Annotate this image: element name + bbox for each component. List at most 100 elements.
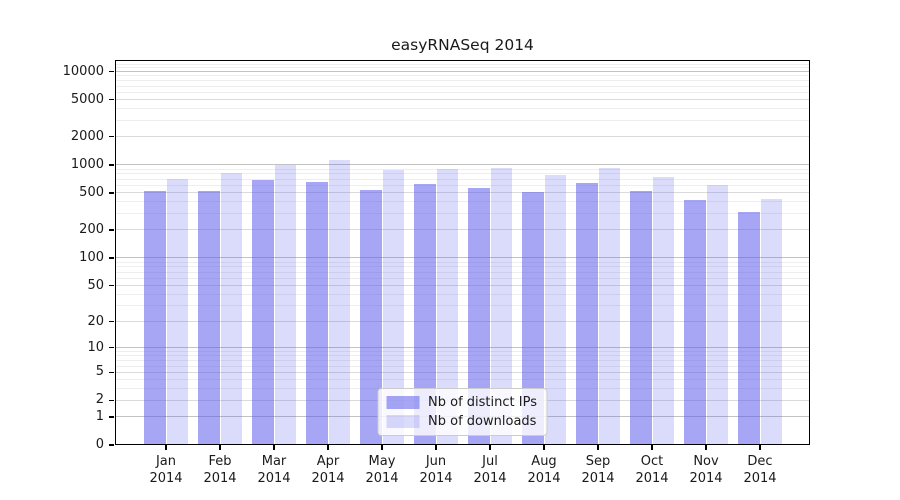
y-tick-mark <box>109 371 114 374</box>
y-tick-label: 50 <box>87 277 104 293</box>
y-gridline <box>115 63 810 65</box>
bar-distinct-ips <box>576 183 598 445</box>
x-tick-mark <box>435 445 437 450</box>
y-gridline <box>115 305 810 307</box>
y-gridline <box>115 365 810 367</box>
bar-distinct-ips <box>684 200 706 445</box>
y-tick-label: 0 <box>95 437 104 452</box>
y-gridline <box>115 168 810 170</box>
y-gridline <box>115 119 810 121</box>
legend-item-downloads: Nb of downloads <box>386 414 537 429</box>
legend-label-distinct-ips: Nb of distinct IPs <box>428 395 537 410</box>
x-tick-label: Dec 2014 <box>743 454 777 486</box>
y-gridline <box>115 136 810 138</box>
y-tick-label: 200 <box>79 221 104 237</box>
bar-distinct-ips <box>144 191 166 445</box>
y-tick-label: 2000 <box>70 128 104 144</box>
bar-distinct-ips <box>468 187 490 445</box>
bar-distinct-ips <box>522 192 544 445</box>
y-gridline <box>115 185 810 187</box>
x-tick-label: Nov 2014 <box>689 454 723 486</box>
y-tick-mark <box>109 399 114 402</box>
bar-distinct-ips <box>414 184 436 445</box>
y-gridline <box>115 164 810 166</box>
y-gridline <box>115 108 810 110</box>
y-tick-label: 100 <box>79 249 104 265</box>
x-tick-label: Feb 2014 <box>203 454 237 486</box>
y-tick-label: 10 <box>87 339 104 355</box>
x-tick-label: Jan 2014 <box>149 454 183 486</box>
y-gridline <box>115 99 810 101</box>
bar-downloads <box>652 177 674 445</box>
y-tick-mark <box>109 229 114 231</box>
x-tick-label: Apr 2014 <box>311 454 345 486</box>
y-tick-mark <box>109 164 114 166</box>
y-tick-mark <box>109 192 114 194</box>
x-tick-mark <box>705 445 707 450</box>
y-tick-mark <box>109 347 114 349</box>
bar-downloads <box>706 185 728 445</box>
y-gridline <box>115 257 810 259</box>
bar-downloads <box>166 178 188 445</box>
x-tick-mark <box>543 445 545 450</box>
bar-downloads <box>598 168 620 445</box>
y-gridline <box>115 360 810 362</box>
y-gridline <box>115 67 810 69</box>
bar-distinct-ips <box>252 179 274 445</box>
y-gridline <box>115 75 810 77</box>
y-tick-mark <box>109 136 114 138</box>
bar-distinct-ips <box>738 211 760 445</box>
bar-distinct-ips <box>360 189 382 445</box>
chart-title: easyRNASeq 2014 <box>391 36 534 54</box>
x-tick-mark <box>381 445 383 450</box>
plot-area: Nb of distinct IPs Nb of downloads <box>115 60 810 445</box>
x-tick-mark <box>165 445 167 450</box>
bar-distinct-ips <box>198 191 220 445</box>
x-tick-label: Mar 2014 <box>257 454 291 486</box>
bar-downloads <box>328 159 350 445</box>
y-gridline <box>115 229 810 231</box>
y-gridline <box>115 201 810 203</box>
bar-distinct-ips <box>306 182 328 445</box>
y-tick-label: 2 <box>95 392 104 408</box>
y-tick-mark <box>109 257 114 259</box>
y-gridline <box>115 85 810 87</box>
y-tick-mark <box>109 320 114 323</box>
y-tick-label: 1 <box>95 408 104 424</box>
y-gridline <box>115 80 810 82</box>
x-tick-mark <box>759 445 761 450</box>
y-gridline <box>115 60 810 62</box>
y-tick-label: 10000 <box>62 63 104 79</box>
legend-swatch-downloads <box>386 415 420 428</box>
bar-downloads <box>220 173 242 445</box>
y-gridline <box>115 271 810 273</box>
y-tick-label: 5000 <box>70 91 104 107</box>
y-tick-mark <box>109 98 114 101</box>
x-tick-label: May 2014 <box>365 454 399 486</box>
y-tick-label: 1000 <box>70 156 104 172</box>
bar-downloads <box>274 164 296 445</box>
y-gridline <box>115 71 810 73</box>
y-gridline <box>115 285 810 287</box>
bar-downloads <box>382 169 404 445</box>
y-gridline <box>115 351 810 353</box>
y-gridline <box>115 379 810 381</box>
y-gridline <box>115 277 810 279</box>
y-gridline <box>115 347 810 349</box>
y-gridline <box>115 178 810 180</box>
y-gridline <box>115 321 810 323</box>
legend-label-downloads: Nb of downloads <box>428 414 537 429</box>
bar-downloads <box>544 175 566 445</box>
x-tick-mark <box>651 445 653 450</box>
bar-downloads <box>760 199 782 445</box>
y-gridline <box>115 355 810 357</box>
legend-item-distinct-ips: Nb of distinct IPs <box>386 395 537 410</box>
x-tick-label: Jul 2014 <box>473 454 507 486</box>
y-gridline <box>115 293 810 295</box>
legend: Nb of distinct IPs Nb of downloads <box>377 388 548 436</box>
y-tick-mark <box>109 70 114 73</box>
y-gridline <box>115 173 810 175</box>
legend-swatch-distinct-ips <box>386 396 420 409</box>
bar-downloads <box>490 167 512 445</box>
